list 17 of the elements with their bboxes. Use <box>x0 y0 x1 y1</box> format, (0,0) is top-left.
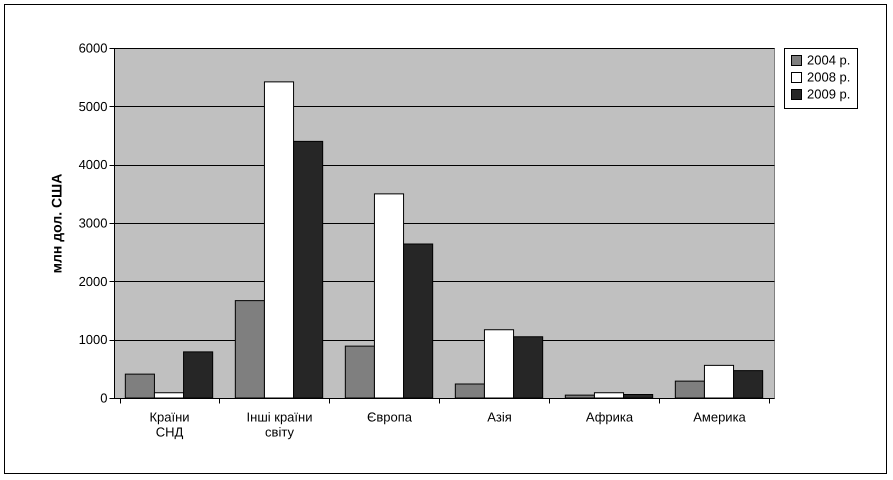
x-tick-label: Країни СНД <box>149 410 190 440</box>
y-tick-label: 4000 <box>78 157 108 172</box>
x-tick-label: Америка <box>693 410 747 424</box>
legend-label: 2009 р. <box>807 86 850 102</box>
x-tick-label: Європа <box>367 410 413 424</box>
y-tick-label: 6000 <box>78 40 108 56</box>
y-tick-label: 3000 <box>78 216 108 230</box>
x-tick-label: Інші країни світу <box>246 410 312 440</box>
legend-label: 2004 р. <box>807 52 850 68</box>
y-tick-label: 2000 <box>78 274 108 289</box>
y-tick-label: 0 <box>100 390 108 406</box>
y-axis-title: млн дол. США <box>48 174 65 274</box>
x-tick-label: Азія <box>487 410 512 424</box>
x-tick-label: Африка <box>586 410 634 424</box>
legend-label: 2008 р. <box>807 70 850 84</box>
y-tick-label: 1000 <box>78 332 108 348</box>
y-tick-label: 5000 <box>78 98 108 114</box>
